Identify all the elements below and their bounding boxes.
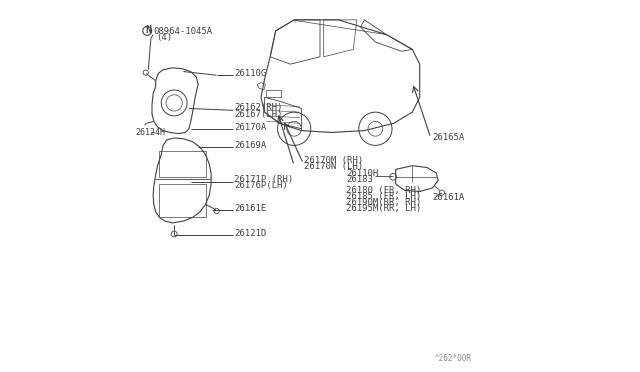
Text: 26161A: 26161A <box>433 193 465 202</box>
Text: ^262*00R: ^262*00R <box>435 355 472 363</box>
Text: 08964-1045A: 08964-1045A <box>153 27 212 36</box>
Text: 26170M (RH): 26170M (RH) <box>304 156 364 165</box>
Text: 26190M(RR, RH): 26190M(RR, RH) <box>346 198 421 207</box>
Text: 26165A: 26165A <box>433 133 465 142</box>
Text: 26180 (FR, RH): 26180 (FR, RH) <box>346 186 421 195</box>
Text: 26171P (RH): 26171P (RH) <box>234 174 293 183</box>
Text: 26185 (FR, LH): 26185 (FR, LH) <box>346 192 421 201</box>
Text: 26169A: 26169A <box>234 141 266 150</box>
Text: 26110G: 26110G <box>234 69 266 78</box>
Text: (4): (4) <box>156 33 172 42</box>
Text: N: N <box>145 25 151 35</box>
Text: 26162(RH): 26162(RH) <box>234 103 282 112</box>
Text: 26121D: 26121D <box>234 229 266 238</box>
Text: 26110H: 26110H <box>346 169 378 178</box>
Text: 26195M(RR, LH): 26195M(RR, LH) <box>346 205 421 214</box>
Text: 26170A: 26170A <box>234 123 266 132</box>
Text: 26176P(LH): 26176P(LH) <box>234 181 288 190</box>
Text: 26124H: 26124H <box>136 128 165 137</box>
Text: 26183: 26183 <box>347 175 374 184</box>
Text: 26167(LH): 26167(LH) <box>234 110 282 119</box>
Text: 26161E: 26161E <box>234 204 266 213</box>
Text: 26170N (LH): 26170N (LH) <box>304 163 364 171</box>
